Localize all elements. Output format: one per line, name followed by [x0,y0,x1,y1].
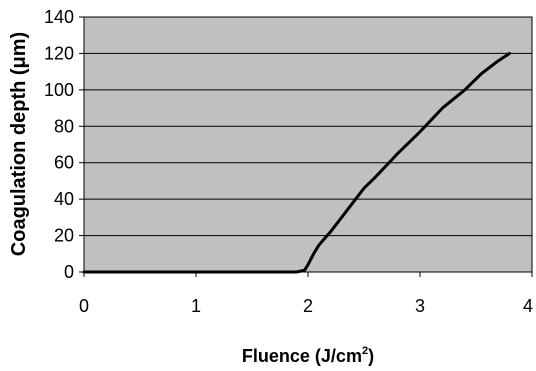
y-tick-label-100: 100 [44,80,74,100]
y-tick-label-80: 80 [54,116,74,136]
x-axis-title-end: ) [368,346,374,366]
x-tick-label-3: 3 [415,296,425,316]
series-line [82,51,512,274]
y-tick-label-20: 20 [54,226,74,246]
y-tick-label-120: 120 [44,43,74,63]
x-axis-title: Fluence (J/cm2) [242,345,374,366]
x-tick-label-0: 0 [79,296,89,316]
x-tick-label-1: 1 [191,296,201,316]
x-tick-label-4: 4 [523,296,533,316]
y-axis-ticks: 0 20 40 60 80 100 120 140 [44,7,84,282]
y-tick-label-40: 40 [54,189,74,209]
y-tick-label-0: 0 [64,262,74,282]
y-tick-label-140: 140 [44,7,74,27]
x-axis-title-superscript: 2 [362,345,368,357]
gridlines [84,52,532,237]
y-axis-title: Coagulation depth (μm) [8,32,30,256]
x-axis-title-text: Fluence (J/cm [242,346,362,366]
x-tick-label-2: 2 [303,296,313,316]
plot-area [83,16,533,273]
y-tick-label-60: 60 [54,153,74,173]
x-axis-ticks: 0 1 2 3 4 [79,272,533,316]
